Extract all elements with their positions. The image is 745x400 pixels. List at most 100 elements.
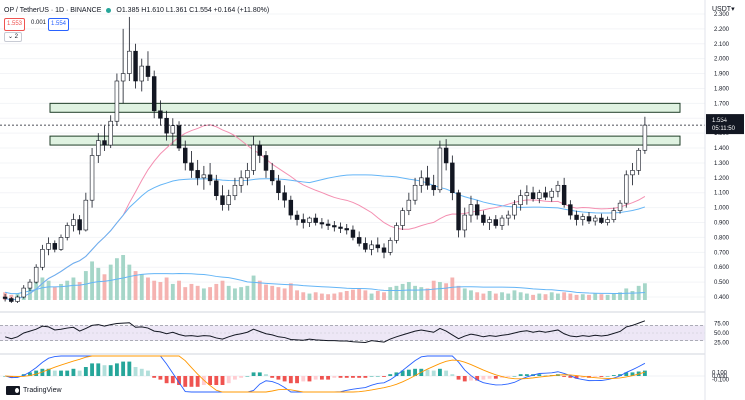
volume-bar xyxy=(599,294,604,300)
indicators-toggle-button[interactable]: ⌄ 2 xyxy=(4,32,22,42)
macd-hist-bar xyxy=(28,372,32,376)
sell-price-box[interactable]: 1.553 xyxy=(4,18,26,31)
candle xyxy=(120,28,126,104)
candle xyxy=(611,207,617,223)
candle-body xyxy=(543,192,548,198)
candle xyxy=(170,118,176,146)
volume-bar xyxy=(208,287,213,300)
volume-bar xyxy=(556,293,560,300)
candle xyxy=(437,140,443,193)
candle xyxy=(183,140,188,171)
macd-hist-bar xyxy=(83,367,88,376)
macd-hist-bar xyxy=(189,376,194,387)
candle-body xyxy=(450,162,455,194)
candle-body xyxy=(611,210,617,220)
price-tick-label: 1.000 xyxy=(714,206,730,212)
candle-body xyxy=(58,237,64,250)
candle-body xyxy=(568,204,573,216)
candle-body xyxy=(512,204,517,216)
candle-body xyxy=(506,214,511,219)
volume-bar xyxy=(83,271,88,300)
candle xyxy=(232,177,238,201)
volume-bar xyxy=(152,280,157,300)
macd-hist-bar xyxy=(481,376,486,380)
candle xyxy=(114,73,120,126)
price-axis[interactable]: 2.300 2.200 2.100 2.000 1.900 1.800 1.700 1.600… xyxy=(704,0,730,400)
macd-hist-bar xyxy=(288,376,293,384)
candle-body xyxy=(350,229,356,238)
volume-bar xyxy=(549,292,554,300)
volume-bar xyxy=(543,294,548,300)
candle xyxy=(294,210,300,226)
candle-body xyxy=(387,240,393,253)
symbol-title[interactable]: OP / TetherUS · 1D · BINANCE xyxy=(4,6,102,14)
chart-legend[interactable]: OP / TetherUS · 1D · BINANCE O1.385 H1.6… xyxy=(4,3,269,17)
currency-selector[interactable]: USDT▾ xyxy=(712,4,738,15)
volume-bar xyxy=(319,293,324,300)
macd-tick-label: 0.000 xyxy=(712,374,728,380)
volume-bar xyxy=(108,264,113,300)
macd-tick-label: -0.100 xyxy=(712,378,730,384)
macd-hist-bar xyxy=(65,370,70,376)
volume-bar xyxy=(419,287,424,300)
candle xyxy=(214,174,219,201)
price-tick-label: 0.700 xyxy=(714,250,730,256)
market-open-icon xyxy=(106,7,112,13)
volume-bar xyxy=(288,283,293,300)
resistance-zones xyxy=(49,102,681,146)
candle xyxy=(71,213,76,232)
volume-bar xyxy=(239,287,244,300)
candle xyxy=(2,294,8,302)
candle xyxy=(108,115,113,149)
candle xyxy=(443,139,449,171)
volume-bar xyxy=(413,285,417,300)
candle-body xyxy=(245,170,250,179)
candle-body xyxy=(561,184,567,205)
rsi-tick-label: 25.00 xyxy=(714,341,730,347)
candle xyxy=(307,216,312,227)
volume-bar xyxy=(456,285,461,300)
macd-hist-bar xyxy=(493,376,498,379)
macd-hist-bar xyxy=(338,376,343,378)
volume-bar xyxy=(406,282,411,300)
volume-bar xyxy=(245,285,250,300)
currency-label: USDT xyxy=(712,6,732,13)
candle xyxy=(636,148,641,175)
macd-hist-bar xyxy=(456,376,461,380)
candle xyxy=(642,116,648,154)
tradingview-logo[interactable]: TradingView xyxy=(6,384,62,396)
macd-hist-bar xyxy=(382,376,386,377)
macd-hist-bar xyxy=(605,376,610,377)
buy-price-box[interactable]: 1.554 xyxy=(48,18,70,31)
spread-value: 0.001 xyxy=(31,20,47,26)
price-tick-label: 2.100 xyxy=(714,42,730,48)
candle-body xyxy=(493,219,499,226)
moving-averages xyxy=(4,124,646,301)
candle xyxy=(369,240,374,256)
volume-bar xyxy=(500,292,504,300)
candle-body xyxy=(15,296,20,302)
candle-body xyxy=(375,244,381,249)
volume-ma-line xyxy=(5,272,645,295)
candle-body xyxy=(301,219,306,223)
volume-bar xyxy=(59,283,63,300)
volume-bar xyxy=(183,287,188,300)
candle xyxy=(40,244,45,271)
candle-body xyxy=(71,219,76,226)
volume-bar xyxy=(450,277,455,300)
volume-bar xyxy=(307,293,312,300)
price-tick-label: 1.100 xyxy=(714,191,730,197)
candle-body xyxy=(2,296,8,299)
price-tick-label: 2.000 xyxy=(714,57,730,63)
volume-bar xyxy=(388,287,393,300)
candle-body xyxy=(120,73,126,82)
macd-hist-bar xyxy=(543,375,548,376)
volume-bar xyxy=(369,293,374,300)
candle-body xyxy=(487,219,492,223)
macd-hist-bar xyxy=(146,370,150,376)
macd-hist-bar xyxy=(506,376,511,377)
candle xyxy=(58,234,64,251)
candle xyxy=(356,231,362,247)
volume-bar xyxy=(431,280,436,300)
